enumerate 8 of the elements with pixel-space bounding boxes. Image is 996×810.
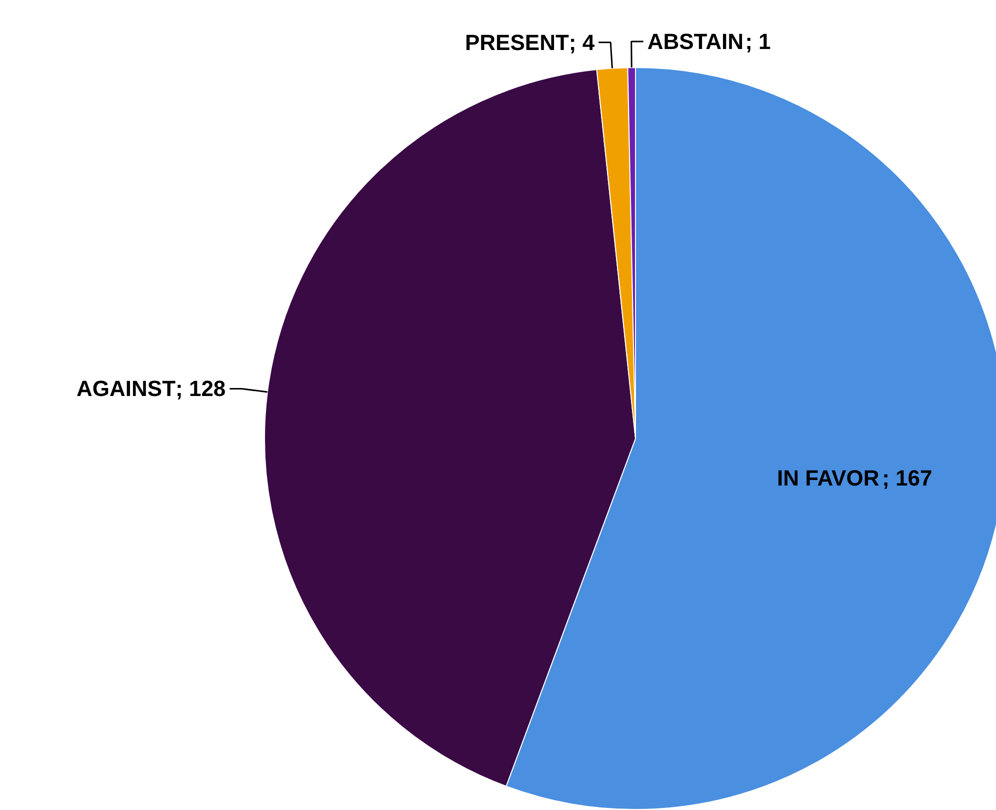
- slice-label: AGAINST: [76, 376, 176, 402]
- data-label: ; 4: [568, 30, 596, 55]
- data-label: ; 167: [882, 465, 932, 490]
- slice-label: ABSTAIN: [647, 29, 744, 54]
- data-label: ; 1: [745, 29, 771, 54]
- slice-label: IN FAVOR: [776, 465, 880, 490]
- data-label: ; 128: [176, 376, 226, 402]
- slice-label: PRESENT: [464, 30, 570, 55]
